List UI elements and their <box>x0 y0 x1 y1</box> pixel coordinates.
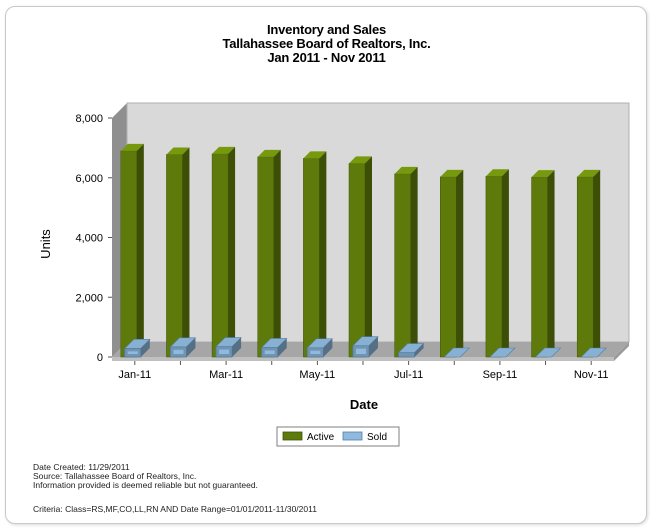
bar-active <box>531 170 555 358</box>
y-axis-label: Units <box>38 229 53 259</box>
bar-active <box>576 169 601 358</box>
bar-sold <box>306 338 334 358</box>
bar-active <box>211 146 236 358</box>
y-tick-label: 8,000 <box>75 113 103 125</box>
y-tick-label: 6,000 <box>75 173 103 185</box>
bar-sold <box>443 347 470 358</box>
legend-label-active: Active <box>307 432 335 443</box>
plot-floor-side <box>614 342 629 361</box>
y-tick-label: 4,000 <box>75 233 103 245</box>
bar-sold <box>215 337 242 358</box>
x-tick-label: Jan-11 <box>118 369 151 381</box>
legend: Active Sold <box>276 426 400 447</box>
bar-sold <box>489 347 516 358</box>
legend-swatch-sold <box>342 431 363 441</box>
bar-sold <box>397 343 425 358</box>
x-tick-label: Nov-11 <box>574 369 609 381</box>
bar-sold <box>352 336 379 358</box>
legend-box <box>276 426 400 447</box>
bar-active <box>257 149 281 358</box>
bar-active <box>394 166 418 358</box>
legend-swatch-active <box>282 431 303 441</box>
footer-notes: Date Created: 11/29/2011 Source: Tallaha… <box>33 463 258 490</box>
x-tick-label: May-11 <box>299 369 335 381</box>
bar-active <box>166 147 190 358</box>
bars <box>120 143 607 358</box>
bar-active <box>485 169 509 358</box>
bar-sold <box>124 339 151 358</box>
bar-active <box>440 169 464 358</box>
x-axis-label: Date <box>350 397 378 412</box>
x-axis-ticks: Jan-11 Mar-11 May-11 Jul-11 Sep-11 Nov-11 <box>118 361 609 381</box>
x-tick-label: Mar-11 <box>209 369 243 381</box>
criteria-note: Criteria: Class=RS,MF,CO,LL,RN AND Date … <box>33 504 317 514</box>
legend-label-sold: Sold <box>367 432 387 443</box>
bar-active <box>348 156 372 358</box>
date-created: Date Created: 11/29/2011 <box>33 462 130 472</box>
bar-sold <box>169 337 197 358</box>
chart-titles: Inventory and Sales Tallahassee Board of… <box>0 23 653 65</box>
disclaimer-note: Information provided is deemed reliable … <box>33 480 258 490</box>
bar-sold <box>534 347 562 358</box>
bar-sold <box>261 338 288 358</box>
plot-floor-edge <box>112 357 614 361</box>
chart-subtitle: Tallahassee Board of Realtors, Inc. <box>222 36 431 51</box>
y-axis-ticks: 8,000 6,000 4,000 2,000 0 <box>75 113 112 364</box>
bar-sold <box>580 347 607 358</box>
x-tick-label: Jul-11 <box>394 369 423 381</box>
y-tick-label: 2,000 <box>75 292 103 304</box>
x-tick-label: Sep-11 <box>483 369 518 381</box>
bar-active <box>120 143 144 358</box>
chart-title: Inventory and Sales <box>266 22 387 37</box>
y-tick-label: 0 <box>97 352 103 364</box>
bar-active <box>303 151 327 358</box>
source-note: Source: Tallahassee Board of Realtors, I… <box>33 471 197 481</box>
chart-period: Jan 2011 - Nov 2011 <box>267 50 386 65</box>
